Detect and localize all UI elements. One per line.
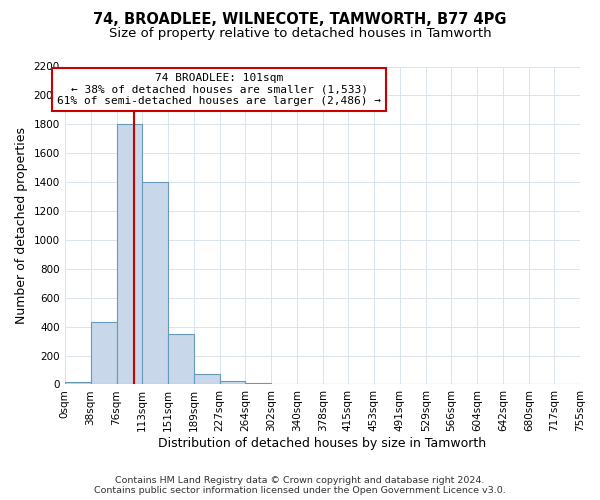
Bar bbox=[91, 322, 116, 384]
Text: 74 BROADLEE: 101sqm
← 38% of detached houses are smaller (1,533)
61% of semi-det: 74 BROADLEE: 101sqm ← 38% of detached ho… bbox=[57, 73, 381, 106]
Bar bbox=[220, 381, 245, 384]
Y-axis label: Number of detached properties: Number of detached properties bbox=[15, 127, 28, 324]
Bar bbox=[142, 182, 168, 384]
Text: 74, BROADLEE, WILNECOTE, TAMWORTH, B77 4PG: 74, BROADLEE, WILNECOTE, TAMWORTH, B77 4… bbox=[93, 12, 507, 28]
Bar bbox=[194, 374, 220, 384]
Text: Size of property relative to detached houses in Tamworth: Size of property relative to detached ho… bbox=[109, 28, 491, 40]
Bar bbox=[168, 334, 194, 384]
Bar bbox=[245, 383, 271, 384]
Bar bbox=[116, 124, 142, 384]
X-axis label: Distribution of detached houses by size in Tamworth: Distribution of detached houses by size … bbox=[158, 437, 487, 450]
Bar bbox=[65, 382, 91, 384]
Text: Contains HM Land Registry data © Crown copyright and database right 2024.
Contai: Contains HM Land Registry data © Crown c… bbox=[94, 476, 506, 495]
